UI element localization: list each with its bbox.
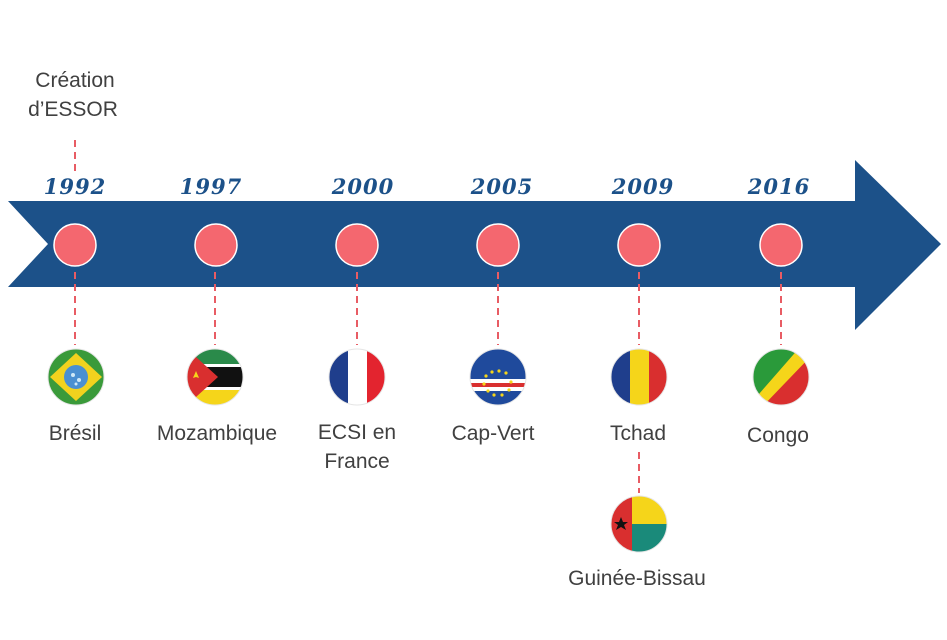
milestone-dot-2009 <box>617 223 661 267</box>
label-bresil: Brésil <box>48 422 102 445</box>
cape-verde-flag-icon <box>470 349 526 405</box>
mozambique-flag-icon <box>187 349 243 405</box>
congo-flag-icon <box>753 349 809 405</box>
year-2000: 2000 <box>331 174 395 199</box>
chad-flag-icon <box>611 349 667 405</box>
milestone-dot-1997 <box>194 223 238 267</box>
guinea-bissau-flag-icon <box>611 496 667 552</box>
timeline-arrow <box>8 160 941 330</box>
year-2005: 2005 <box>470 174 534 199</box>
milestone-dot-1992 <box>53 223 97 267</box>
intro-text-line1: Création <box>35 69 115 92</box>
label-cap-vert: Cap-Vert <box>451 422 535 445</box>
intro-text-line2: d’ESSOR <box>28 98 118 121</box>
brazil-flag-icon <box>48 349 104 405</box>
year-1997: 1997 <box>179 174 243 199</box>
milestone-dot-2016 <box>759 223 803 267</box>
milestone-dot-2005 <box>476 223 520 267</box>
milestone-dot-2000 <box>335 223 379 267</box>
year-2016: 2016 <box>747 174 811 199</box>
label-congo: Congo <box>747 424 809 447</box>
france-flag-icon <box>329 349 385 405</box>
label-tchad: Tchad <box>609 422 667 445</box>
label-ecsi-line1: ECSI en <box>317 421 397 444</box>
year-1992: 1992 <box>43 174 107 199</box>
label-ecsi-line2: France <box>324 450 390 473</box>
year-2009: 2009 <box>611 174 675 199</box>
label-mozambique: Mozambique <box>156 422 278 445</box>
label-guinee-bissau: Guinée-Bissau <box>568 567 706 590</box>
